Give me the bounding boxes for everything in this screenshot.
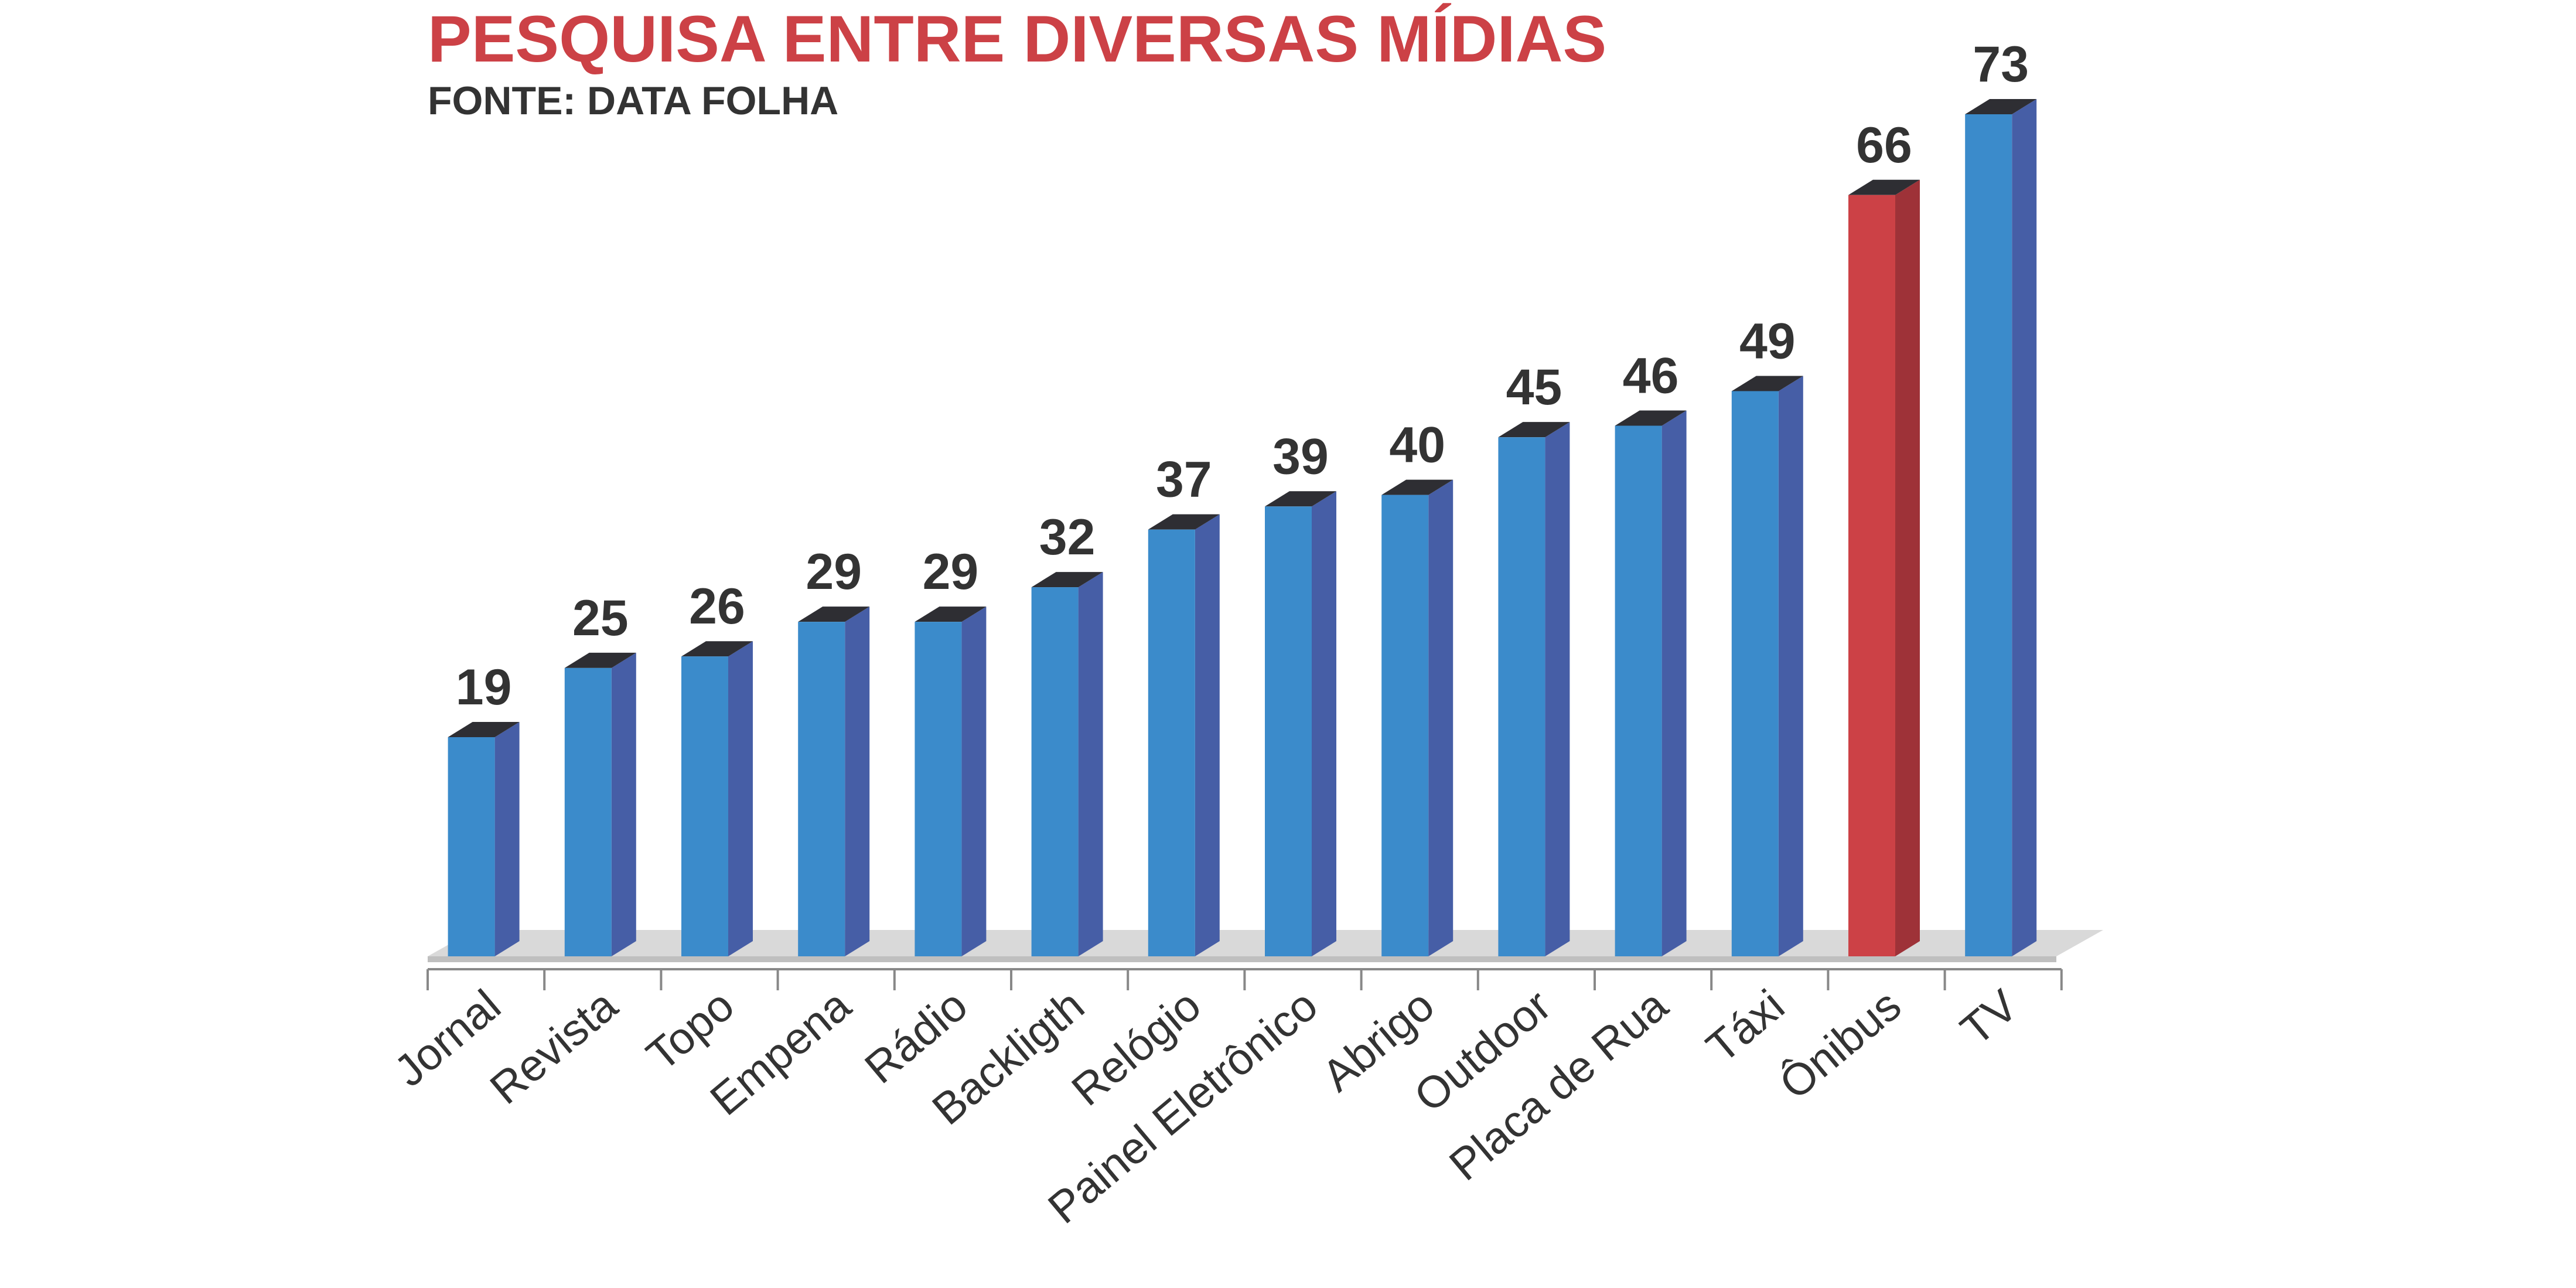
bar-side — [611, 652, 636, 956]
bar-side — [1895, 179, 1920, 956]
bar-top — [1381, 479, 1454, 495]
bar-outdoor — [1498, 422, 1570, 956]
value-label-abrigo: 40 — [1389, 417, 1445, 473]
value-label-taxi: 49 — [1739, 313, 1796, 369]
bar-front — [915, 622, 962, 956]
bar-side — [1545, 422, 1570, 956]
bar-empena — [798, 606, 870, 956]
bar-relogio — [1148, 514, 1220, 956]
bar-abrigo — [1381, 479, 1454, 956]
bar-onibus — [1848, 179, 1920, 956]
bar-side — [728, 641, 753, 956]
bar-front — [1265, 506, 1312, 956]
bar-side — [845, 606, 870, 956]
bars — [448, 99, 2037, 956]
bar-front — [1731, 391, 1779, 956]
x-axis — [427, 968, 2063, 990]
bar-side — [1312, 491, 1336, 956]
value-labels: 19 25 26 29 29 32 37 39 40 45 46 49 66 73 — [456, 36, 2029, 715]
bar-top — [1731, 376, 1803, 391]
bar-top — [1265, 491, 1336, 507]
value-label-outdoor: 45 — [1506, 359, 1562, 415]
bar-side — [1195, 514, 1220, 956]
category-label-revista: Revista — [481, 980, 627, 1113]
bar-top — [1148, 514, 1220, 530]
value-label-radio: 29 — [923, 544, 979, 600]
bar-front — [1848, 195, 1895, 956]
bar-side — [1428, 479, 1454, 956]
bar-topo — [681, 641, 753, 956]
bar-radio — [915, 606, 987, 956]
bar-front — [448, 737, 495, 956]
bar-jornal — [448, 721, 520, 956]
bar-backligth — [1031, 572, 1103, 956]
bar-top — [1498, 422, 1570, 438]
value-label-onibus: 66 — [1856, 117, 1912, 173]
bar-painel-eletronico — [1265, 491, 1336, 956]
bar-front — [1615, 425, 1662, 956]
value-label-painel-eletronico: 39 — [1272, 428, 1329, 485]
category-label-tv: TV — [1951, 980, 2027, 1055]
bar-side — [1661, 410, 1687, 956]
bar-side — [2012, 99, 2037, 956]
floor-edge — [428, 956, 2056, 962]
bar-placa-de-rua — [1615, 410, 1687, 956]
chart-title: PESQUISA ENTRE DIVERSAS MÍDIAS — [428, 2, 1606, 76]
bar-top — [1848, 179, 1920, 195]
bar-front — [1381, 495, 1429, 956]
bar-side — [494, 721, 520, 956]
category-label-onibus: Ônibus — [1770, 980, 1910, 1109]
value-label-revista: 25 — [572, 590, 629, 646]
value-label-tv: 73 — [1973, 36, 2029, 93]
bar-top — [1965, 99, 2037, 114]
bar-revista — [564, 652, 636, 956]
bar-front — [564, 667, 612, 956]
bar-side — [961, 606, 987, 956]
bar-top — [915, 606, 987, 622]
bar-top — [681, 641, 753, 657]
value-label-topo: 26 — [689, 578, 745, 635]
bar-side — [1078, 572, 1103, 956]
bar-tv — [1965, 99, 2037, 956]
value-label-jornal: 19 — [456, 659, 512, 715]
category-label-taxi: Táxi — [1697, 980, 1794, 1072]
bar-front — [1965, 114, 2012, 956]
bar-front — [681, 656, 728, 956]
bar-top — [1615, 410, 1687, 426]
bar-front — [798, 622, 845, 956]
value-label-relogio: 37 — [1156, 452, 1212, 508]
bar-top — [448, 721, 520, 737]
chart-subtitle: FONTE: DATA FOLHA — [428, 79, 838, 123]
bar-top — [564, 652, 636, 668]
bar-top — [798, 606, 870, 622]
value-label-placa-de-rua: 46 — [1623, 347, 1679, 404]
bar-top — [1031, 572, 1103, 588]
bar-side — [1778, 376, 1803, 956]
value-label-backligth: 32 — [1039, 509, 1096, 565]
bar-front — [1498, 437, 1545, 956]
value-label-empena: 29 — [806, 544, 862, 600]
bar-front — [1031, 587, 1079, 956]
bar-front — [1148, 529, 1195, 956]
bar-taxi — [1731, 376, 1803, 956]
